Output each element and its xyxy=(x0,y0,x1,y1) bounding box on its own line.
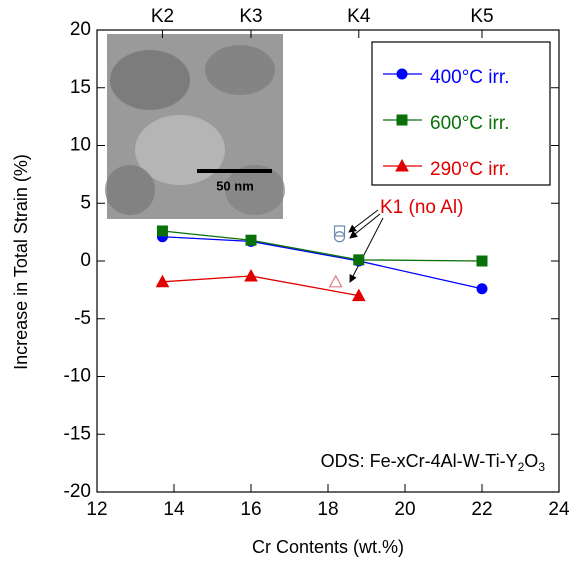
point xyxy=(354,255,364,265)
annotation-text: O xyxy=(524,451,538,471)
y-tick-label: -20 xyxy=(64,481,91,502)
point xyxy=(330,276,342,287)
point xyxy=(245,270,257,281)
series-line xyxy=(162,231,482,261)
series-line xyxy=(162,276,358,296)
x2-tick-label: K2 xyxy=(151,6,174,27)
legend-label: 290°C irr. xyxy=(430,159,509,180)
x-axis-label: Cr Contents (wt.%) xyxy=(252,537,404,557)
inset-image: 50 nm xyxy=(105,34,285,219)
legend-label: 400°C irr. xyxy=(430,67,509,88)
scale-bar-label: 50 nm xyxy=(216,178,254,193)
legend-marker xyxy=(397,69,407,79)
open-points-label: K1 (no Al) xyxy=(380,197,463,218)
point xyxy=(477,256,487,266)
series-line xyxy=(162,237,482,289)
x2-tick-label: K4 xyxy=(347,6,371,27)
y-axis-label: Increase in Total Strain (%) xyxy=(11,154,31,370)
y-tick-label: 0 xyxy=(80,250,91,271)
y-tick-label: -5 xyxy=(74,308,91,329)
x-tick-label: 18 xyxy=(317,499,338,520)
y-tick-label: 10 xyxy=(70,135,91,156)
point xyxy=(335,226,345,236)
y-tick-label: 5 xyxy=(80,192,91,213)
point xyxy=(246,235,256,245)
annotation-sub: 3 xyxy=(538,460,545,474)
point xyxy=(477,284,487,294)
x-tick-label: 20 xyxy=(394,499,415,520)
y-tick-label: 15 xyxy=(70,77,91,98)
x2-tick-label: K3 xyxy=(239,6,262,27)
x-tick-label: 24 xyxy=(548,499,570,520)
x2-tick-label: K5 xyxy=(470,6,493,27)
point xyxy=(335,232,345,242)
y-tick-label: 20 xyxy=(70,19,91,40)
k1-arrows xyxy=(349,210,383,282)
y-tick-label: -10 xyxy=(64,366,91,387)
annotation: ODS: Fe-xCr-4Al-W-Ti-Y2O3 xyxy=(321,451,546,474)
point xyxy=(157,226,167,236)
x-tick-label: 12 xyxy=(86,499,107,520)
legend-label: 600°C irr. xyxy=(430,113,509,134)
x-tick-label: 14 xyxy=(163,499,185,520)
legend-marker xyxy=(397,115,407,125)
annotation-text: ODS: Fe-xCr-4Al-W-Ti-Y xyxy=(321,451,518,471)
y-tick-label: -15 xyxy=(64,423,91,444)
chart: 50 nm Increase in Total Strain (%) Cr Co… xyxy=(0,0,582,565)
x-tick-label: 16 xyxy=(240,499,261,520)
x-tick-label: 22 xyxy=(471,499,492,520)
